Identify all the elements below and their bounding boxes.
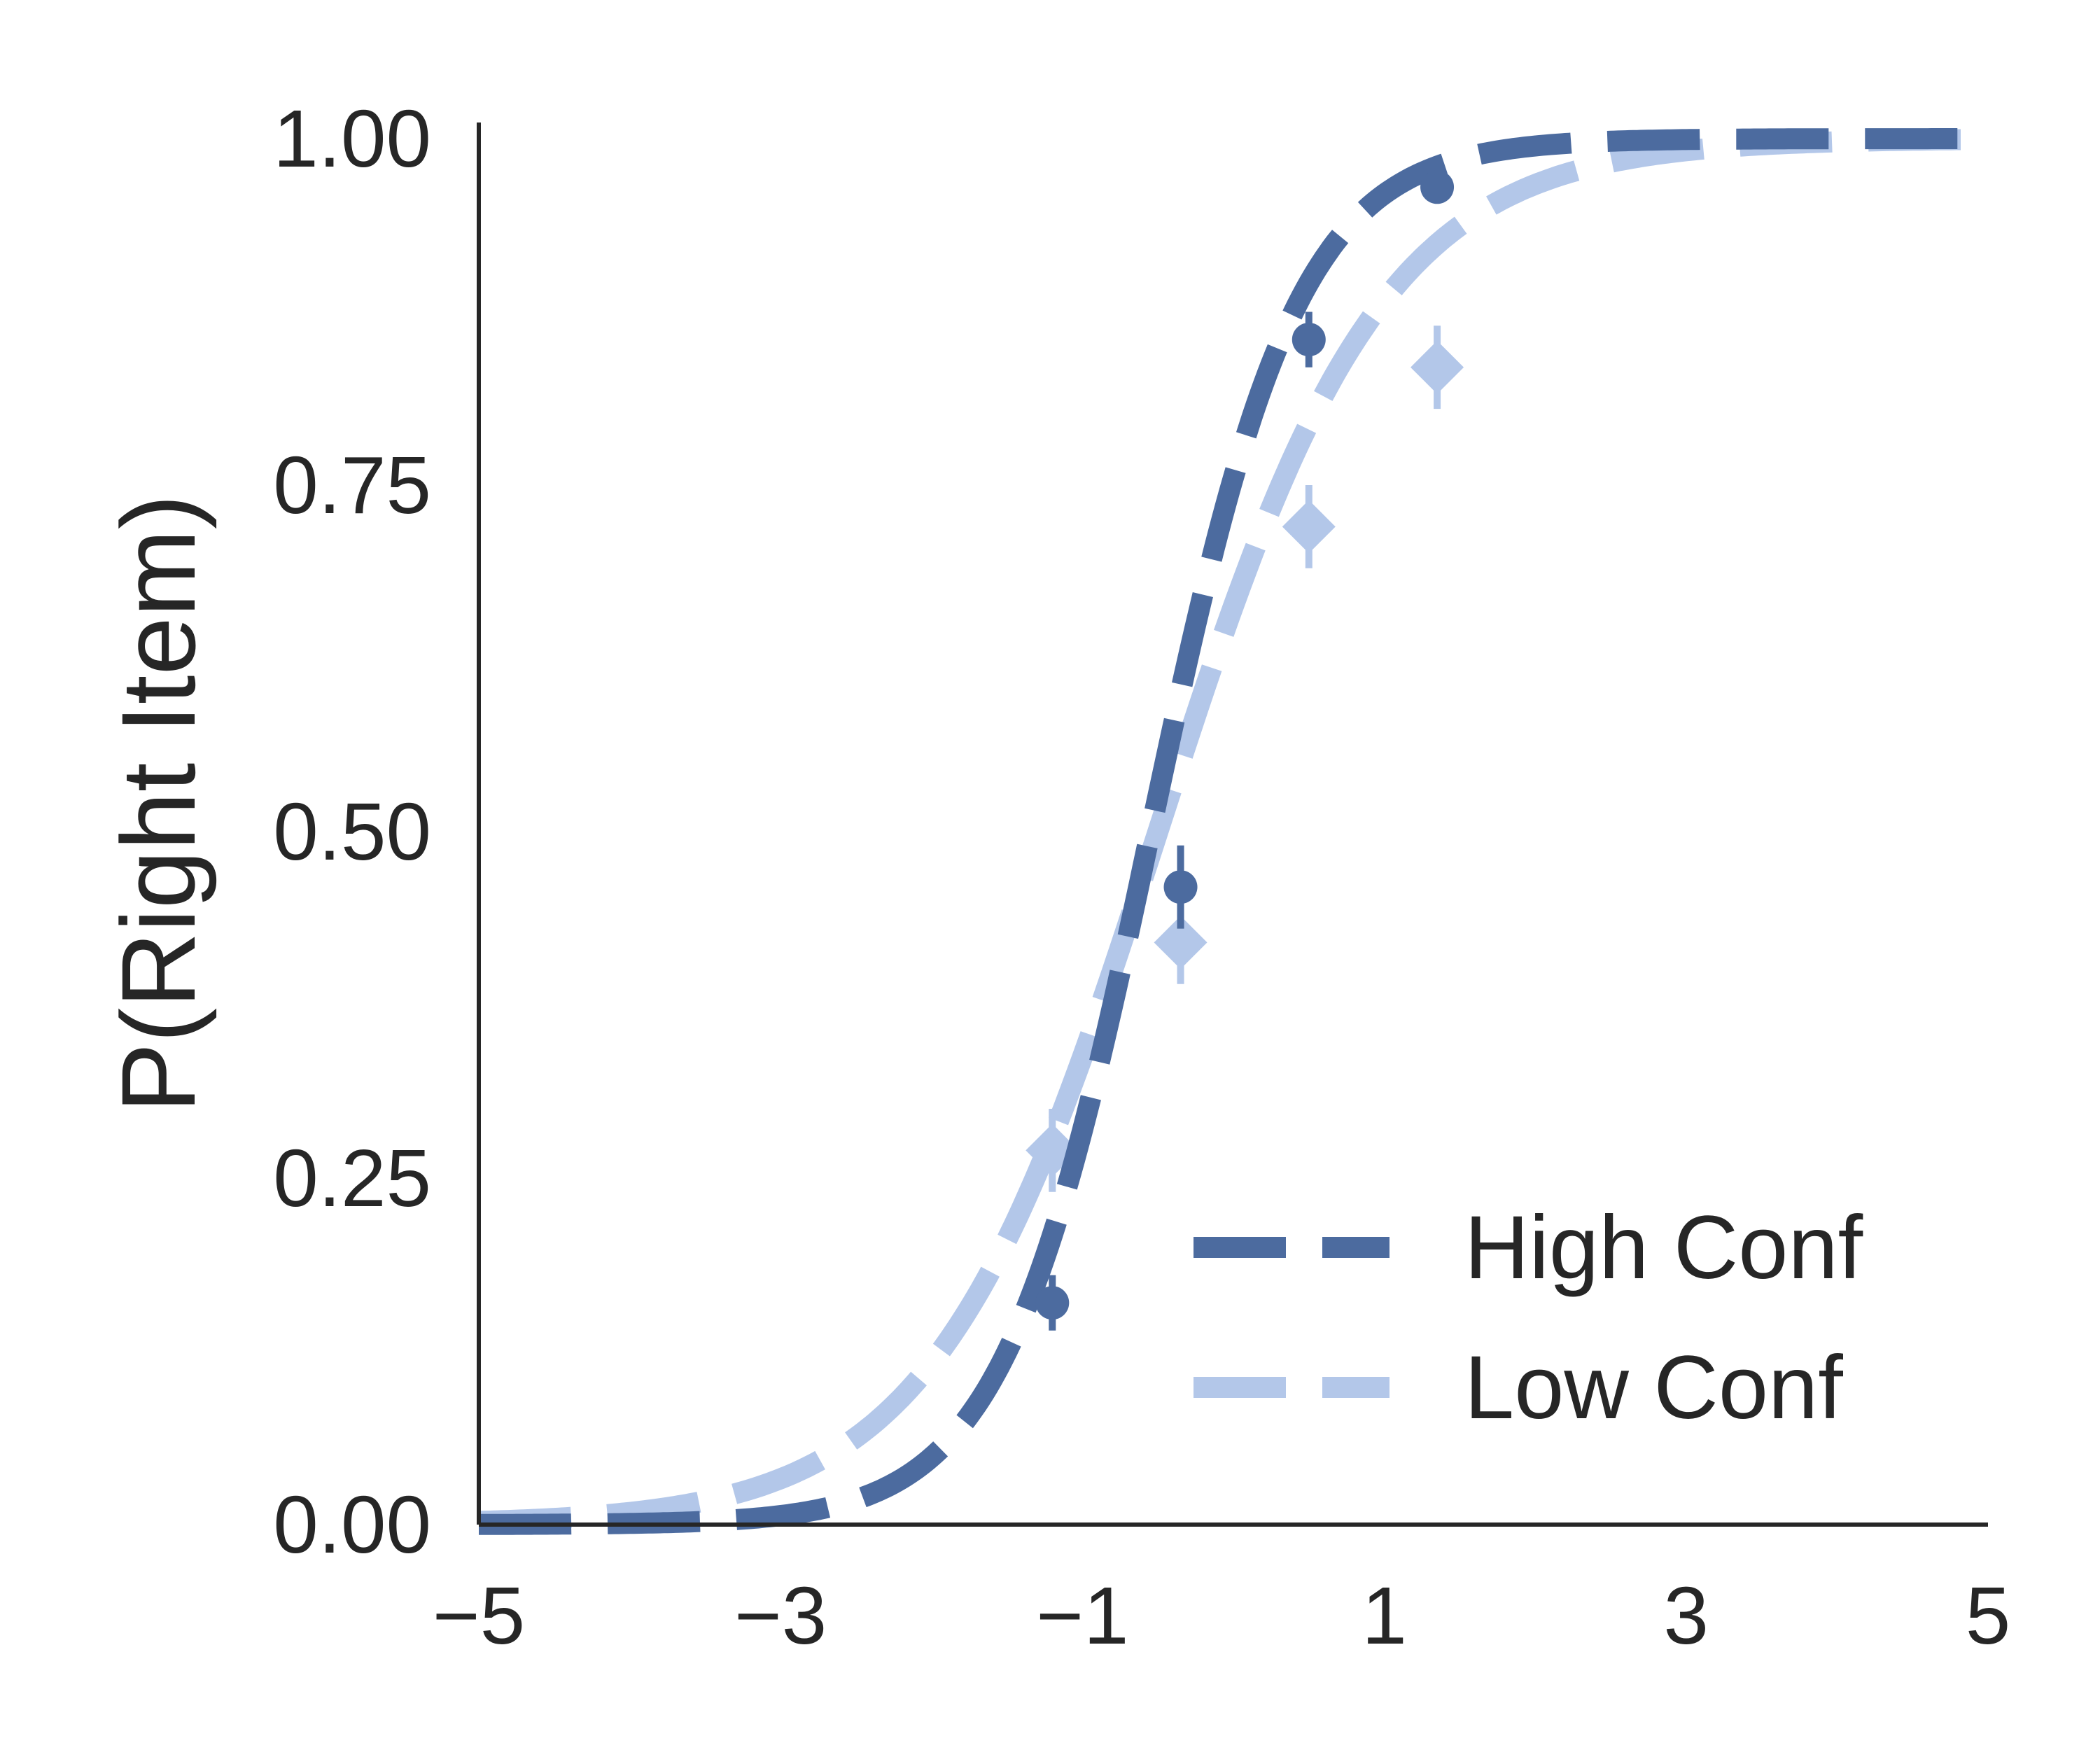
x-tick-label: −5: [433, 1570, 525, 1661]
x-tick-label: 3: [1664, 1570, 1709, 1661]
legend-label: High Conf: [1464, 1198, 1863, 1298]
data-point: [1420, 170, 1455, 204]
series-high-conf: [479, 128, 1988, 1535]
data-point: [1282, 500, 1336, 554]
x-tick-label: 1: [1362, 1570, 1407, 1661]
legend-item: Low Conf: [1194, 1338, 1843, 1438]
x-tick-label: 5: [1966, 1570, 2011, 1661]
x-tick-label: −1: [1036, 1570, 1128, 1661]
legend: High Conf Low Conf: [1194, 1198, 1863, 1438]
legend-item: High Conf: [1194, 1198, 1863, 1298]
data-point: [1035, 1286, 1070, 1320]
fit-line: [478, 129, 1988, 1532]
x-tick-label: −3: [734, 1570, 827, 1661]
data-point: [1163, 870, 1198, 904]
y-tick-label: 0.25: [273, 1133, 431, 1224]
data-point: [1292, 323, 1326, 357]
series-low-conf: [478, 129, 1988, 1532]
y-tick-label: 1.00: [273, 93, 431, 184]
y-axis-title: P(Right Item): [99, 494, 217, 1113]
y-tick-label: 0.00: [273, 1479, 431, 1570]
data-point: [1410, 340, 1464, 394]
legend-label: Low Conf: [1464, 1338, 1843, 1438]
data-point: [1154, 916, 1208, 969]
y-tick-label: 0.75: [273, 440, 431, 531]
y-tick-label: 0.50: [273, 786, 431, 877]
y-tick-labels: 0.00 0.25 0.50 0.75 1.00: [273, 93, 431, 1570]
x-tick-labels: −5 −3 −1 1 3 5: [433, 1570, 2010, 1661]
fit-line: [479, 128, 1988, 1535]
series-layer: [478, 128, 1988, 1535]
